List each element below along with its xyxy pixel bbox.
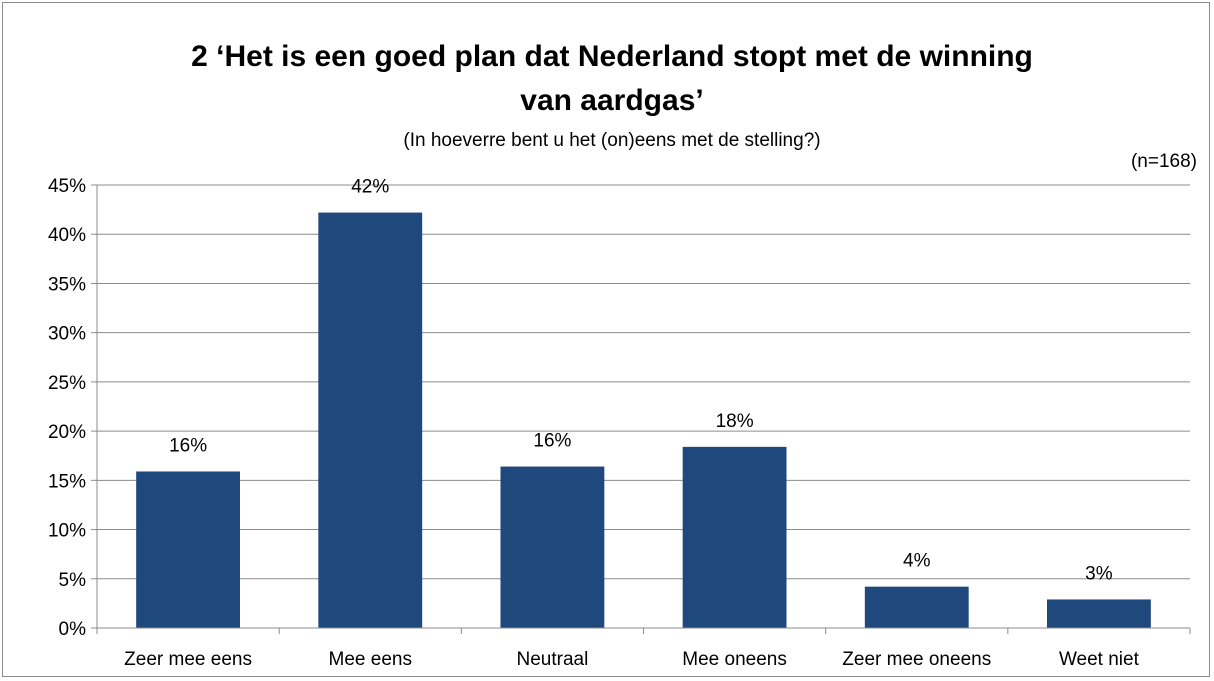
y-tick-label: 35% [48, 274, 86, 295]
x-category-label: Neutraal [517, 649, 589, 670]
x-category-label: Zeer mee oneens [842, 649, 991, 670]
chart-title-line-2: van aardgas’ [520, 84, 703, 117]
bar-value-label: 16% [533, 431, 571, 452]
sample-size-note: (n=168) [1131, 151, 1197, 172]
bar [864, 586, 969, 628]
x-category-label: Mee eens [329, 649, 412, 670]
gridlines [97, 184, 1190, 580]
y-tick-label: 5% [59, 570, 87, 591]
x-axis-categories: Zeer mee eens Mee eens Neutraal Mee oneens Z… [124, 649, 1139, 670]
bar [318, 212, 423, 628]
axes [96, 185, 1191, 634]
y-tick-label: 20% [48, 422, 86, 443]
y-tick-label: 10% [48, 521, 86, 542]
y-tick-label: 15% [48, 471, 86, 492]
bar-value-label: 18% [716, 411, 754, 432]
bars [136, 212, 1151, 628]
x-category-label: Zeer mee eens [124, 649, 252, 670]
bar-value-label: 42% [351, 177, 389, 198]
bar [682, 446, 787, 628]
chart-subtitle: (In hoeverre bent u het (on)eens met de … [403, 130, 820, 151]
bar-value-label: 3% [1085, 563, 1113, 584]
y-tick-label: 45% [48, 176, 86, 197]
bar-value-label: 16% [169, 435, 207, 456]
bar-value-label: 4% [903, 551, 931, 572]
bar [136, 471, 241, 628]
y-axis-ticks: 0% 5% 10% 15% 20% 25% 30% 35% 40% 45% [48, 176, 97, 640]
x-category-label: Weet niet [1059, 649, 1140, 670]
bar [1046, 599, 1151, 628]
data-labels: 16% 42% 16% 18% 4% 3% [169, 177, 1113, 585]
y-tick-label: 40% [48, 225, 86, 246]
x-category-label: Mee oneens [682, 649, 787, 670]
bar [500, 466, 605, 628]
y-tick-label: 30% [48, 324, 86, 345]
y-tick-label: 0% [59, 619, 87, 640]
y-tick-label: 25% [48, 373, 86, 394]
chart-title-line-1: 2 ‘Het is een goed plan dat Nederland st… [191, 40, 1033, 73]
